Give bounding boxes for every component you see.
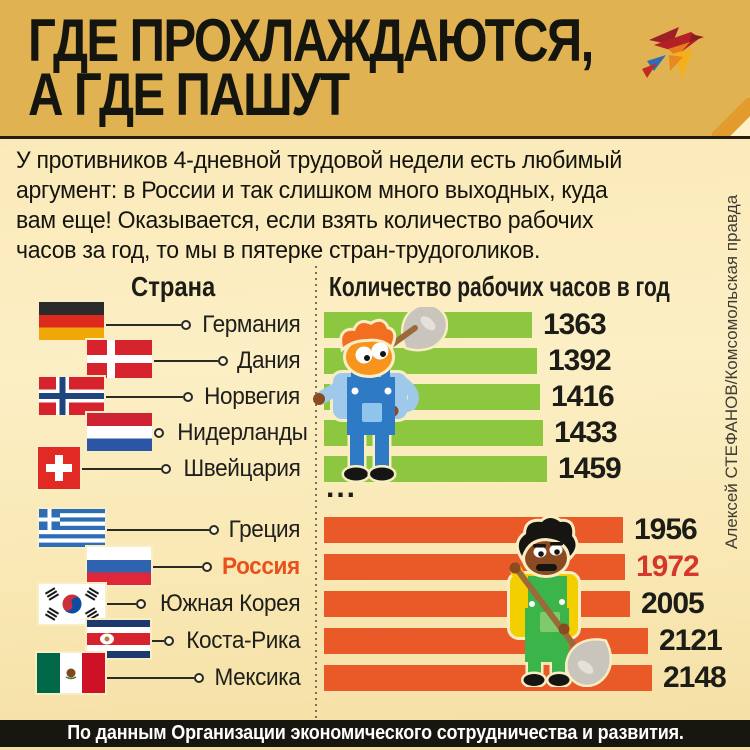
- leader-dot-icon: [193, 673, 204, 683]
- hours-value: 2121: [659, 624, 723, 657]
- country-row: Коста-Рика: [152, 627, 300, 654]
- hours-value: 2148: [663, 661, 727, 694]
- page-fold-corner: [712, 98, 750, 136]
- country-row: Норвегия: [106, 383, 300, 410]
- leader-dot-icon: [163, 636, 174, 646]
- country-label: Греция: [228, 516, 300, 543]
- source-text: По данным Организации экономического сот…: [66, 722, 684, 744]
- hours-value: 1956: [634, 513, 698, 546]
- leader-line: [106, 396, 184, 398]
- country-row: Греция: [107, 516, 300, 543]
- country-row: Дания: [154, 347, 301, 374]
- country-label: Мексика: [214, 664, 300, 691]
- leader-line: [107, 529, 209, 531]
- dotted-divider: [315, 266, 317, 720]
- country-row: Нидерланды: [154, 419, 308, 446]
- header-banner: ГДЕ ПРОХЛАЖДАЮТСЯ, А ГДЕ ПАШУТ: [0, 0, 750, 139]
- leader-dot-icon: [217, 356, 228, 366]
- leader-dot-icon: [160, 464, 171, 474]
- country-row: Германия: [106, 311, 301, 338]
- hours-value: 1363: [543, 308, 607, 341]
- flag-russia-icon: [85, 545, 153, 587]
- flag-netherlands-icon: [85, 411, 154, 453]
- country-label: Норвегия: [204, 383, 300, 410]
- leader-line: [107, 603, 136, 605]
- flag-greece-icon: [37, 507, 107, 549]
- flag-south-korea-icon: [37, 582, 107, 626]
- kp-bird-logo-icon: [641, 26, 707, 89]
- hours-value: 1392: [548, 344, 612, 377]
- column-header-country: Страна: [131, 271, 216, 302]
- country-row-russia: Россия: [153, 553, 300, 580]
- leader-line: [106, 324, 181, 326]
- leader-line: [153, 566, 203, 568]
- leader-dot-icon: [135, 599, 146, 609]
- leader-line: [152, 640, 164, 642]
- leader-dot-icon: [202, 562, 213, 572]
- worker-character-digging: [498, 512, 618, 689]
- intro-paragraph: У противников 4-дневной трудовой недели …: [16, 147, 623, 264]
- leader-dot-icon: [154, 428, 164, 438]
- title-line-1: ГДЕ ПРОХЛАЖДАЮТСЯ,: [28, 7, 594, 74]
- title-line-2: А ГДЕ ПАШУТ: [28, 61, 350, 128]
- page-title: ГДЕ ПРОХЛАЖДАЮТСЯ, А ГДЕ ПАШУТ: [28, 7, 594, 128]
- country-row: Швейцария: [82, 455, 300, 482]
- leader-dot-icon: [208, 525, 219, 535]
- flag-norway-icon: [37, 375, 106, 417]
- leader-line: [154, 360, 218, 362]
- leader-line: [82, 468, 161, 470]
- country-label: Дания: [236, 347, 301, 374]
- leader-line: [107, 677, 194, 679]
- country-label: Южная Корея: [159, 590, 301, 617]
- country-label: Коста-Рика: [186, 627, 300, 654]
- hours-value: 2005: [641, 587, 705, 620]
- flag-switzerland-icon: [36, 445, 82, 491]
- flag-mexico-icon: [35, 651, 107, 695]
- country-label: Германия: [201, 311, 301, 338]
- hours-value: 1433: [554, 416, 618, 449]
- bar-row-russia: 1972: [324, 550, 700, 583]
- leader-dot-icon: [183, 392, 194, 402]
- country-label: Швейцария: [182, 455, 300, 482]
- hours-value-highlighted: 1972: [636, 550, 700, 583]
- leader-dot-icon: [180, 320, 191, 330]
- flag-denmark-icon: [85, 338, 154, 380]
- author-credit: Алексей СТЕФАНОВ/Комсомольская правда: [722, 194, 741, 549]
- hours-value: 1459: [558, 452, 622, 485]
- source-bar: По данным Организации экономического сот…: [0, 720, 750, 747]
- column-header-hours: Количество рабочих часов в год: [329, 271, 670, 302]
- hours-value: 1416: [551, 380, 615, 413]
- flag-germany-icon: [37, 300, 106, 342]
- country-row: Южная Корея: [107, 590, 301, 617]
- country-label-highlighted: Россия: [222, 553, 300, 580]
- country-label: Нидерланды: [177, 419, 308, 446]
- worker-character-resting: [313, 303, 449, 485]
- country-row: Мексика: [107, 664, 300, 691]
